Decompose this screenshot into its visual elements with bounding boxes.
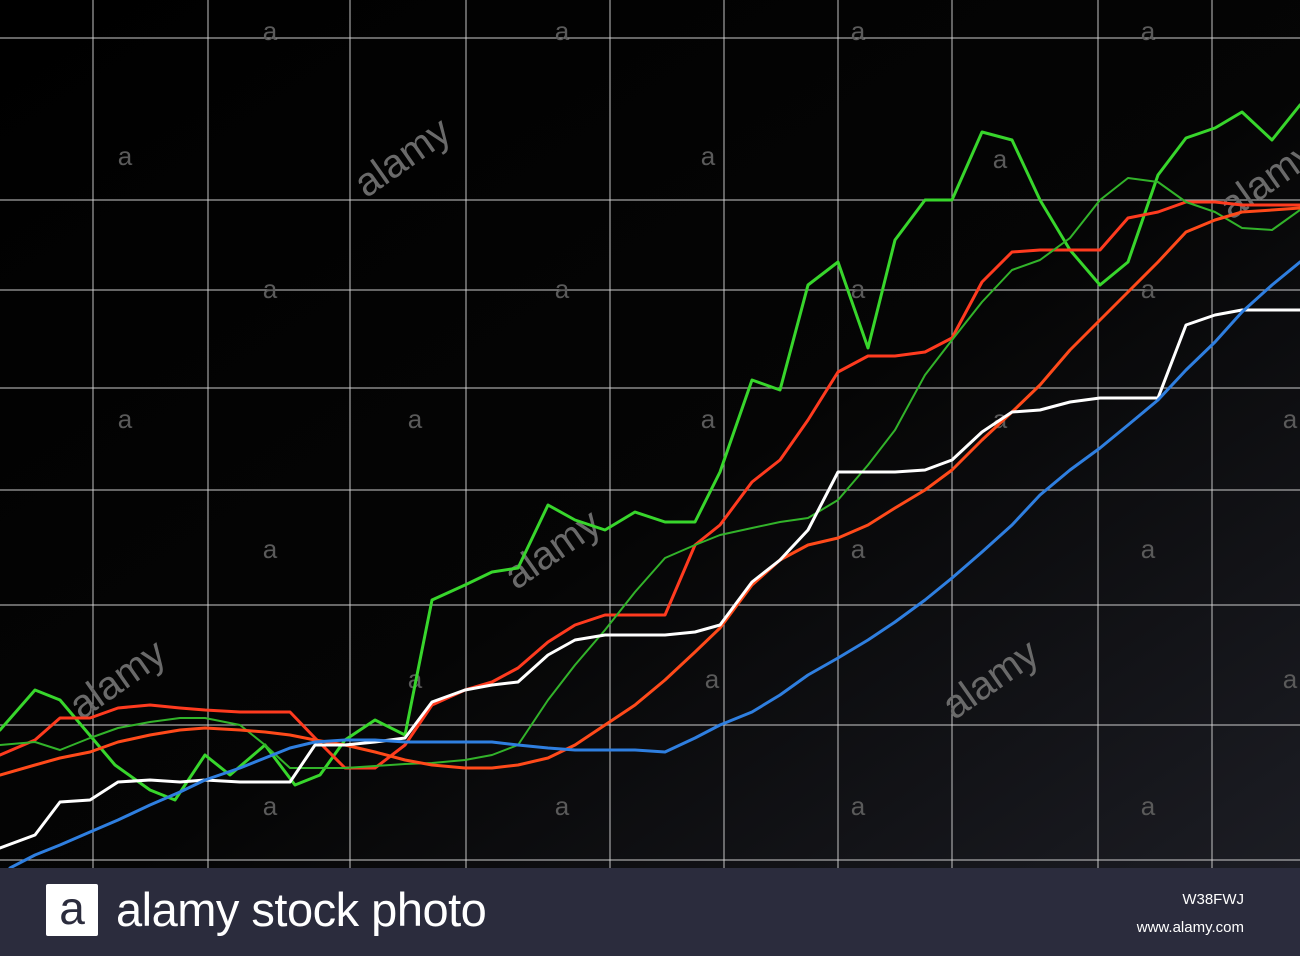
series-layer [0, 103, 1300, 868]
watermark-letter: a [1283, 664, 1298, 694]
alamy-logo: a [46, 884, 98, 936]
watermark-letter: a [1141, 791, 1156, 821]
watermark-letter: a [1141, 274, 1156, 304]
image-id: W38FWJ [1182, 891, 1244, 908]
watermark-letter: a [118, 404, 133, 434]
watermark-letter: a [851, 274, 866, 304]
brand-name: alamy stock photo [116, 883, 487, 936]
watermark-letter: a [993, 144, 1008, 174]
watermark-letter: a [701, 141, 716, 171]
watermark-letter: a [705, 664, 720, 694]
watermark-letter: a [408, 404, 423, 434]
watermark-letter: a [851, 791, 866, 821]
series-line-5 [0, 308, 1300, 850]
watermark-letter: a [555, 16, 570, 46]
watermark-letter: a [851, 16, 866, 46]
series-line-2 [0, 200, 1300, 770]
series-line-3 [0, 177, 1300, 769]
watermark-letter: a [1283, 404, 1298, 434]
watermark-letter: a [263, 534, 278, 564]
site-url: www.alamy.com [1136, 919, 1244, 936]
watermark-letter: a [263, 791, 278, 821]
watermark-letter: a [118, 141, 133, 171]
series-line-4 [0, 206, 1300, 777]
chart-grid [0, 0, 1300, 868]
watermark-letter: a [263, 16, 278, 46]
alamy-logo-letter: a [59, 882, 85, 934]
watermark-letter: a [1141, 16, 1156, 46]
watermark-letter: a [555, 274, 570, 304]
series-line-1 [0, 103, 1300, 802]
line-chart: a a a aa a aa a a aa a a a aa a aa a aa a a aalamyalamyalam… [0, 0, 1300, 868]
watermark-letter: a [851, 534, 866, 564]
series-line-6 [8, 260, 1300, 868]
watermark-letter: a [555, 791, 570, 821]
footer-bar [0, 868, 1300, 956]
watermark-letter: a [1141, 534, 1156, 564]
watermark-letter: a [263, 274, 278, 304]
chart-background [0, 0, 1300, 868]
watermark-letter: a [701, 404, 716, 434]
